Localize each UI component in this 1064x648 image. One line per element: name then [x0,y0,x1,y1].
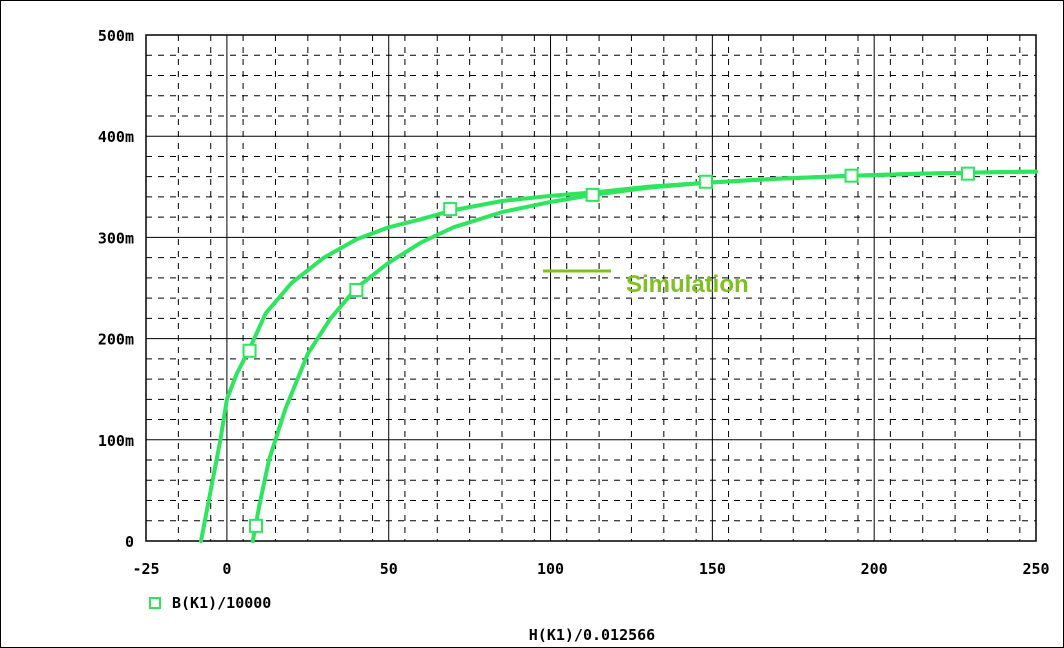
legend-marker-square [149,597,161,609]
x-tick-label: 100 [537,560,564,578]
legend-label: B(K1)/10000 [172,594,271,612]
data-marker-square [242,343,257,358]
data-marker-square [585,187,600,202]
y-tick-label: 200m [98,331,134,349]
tick-labels: -25 0 50 100 150 200 250 0 100m 200m 300m 400m 500m [98,27,1050,578]
legend: B(K1)/10000 [149,594,271,612]
data-marker-square [698,174,713,189]
annotation: Simulation [543,269,749,298]
x-tick-label: 50 [380,560,398,578]
data-marker-square [443,202,458,217]
y-tick-label: 400m [98,128,134,146]
annotation-text: Simulation [626,271,749,298]
grid [146,35,1036,541]
y-tick-label: 100m [98,432,134,450]
x-axis-label: H(K1)/0.012566 [529,626,655,644]
y-tick-label: 500m [98,27,134,45]
x-tick-label: -25 [132,560,159,578]
x-tick-label: 200 [861,560,888,578]
data-marker-square [349,283,364,298]
data-marker-square [249,518,264,533]
series-layer [199,166,1038,543]
x-tick-label: 250 [1022,560,1049,578]
plot-area-border [145,34,1037,542]
y-tick-label: 0 [125,533,134,551]
x-tick-label: 150 [699,560,726,578]
series-line-branch-2 [250,169,1038,543]
y-tick-label: 300m [98,229,134,247]
data-marker-square [844,168,859,183]
data-marker-square [961,166,976,181]
x-tick-label: 0 [222,560,231,578]
